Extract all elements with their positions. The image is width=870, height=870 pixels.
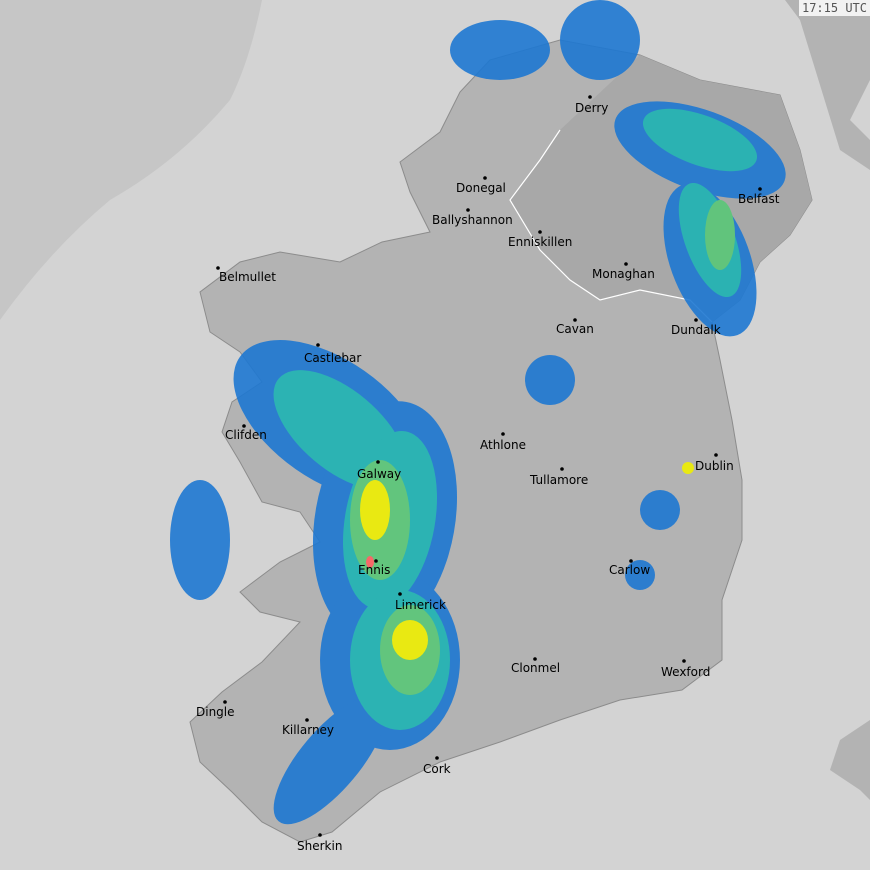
city-label: Sherkin (297, 839, 342, 853)
city-dot (538, 230, 542, 234)
city-dot (466, 208, 470, 212)
city-label: Clifden (225, 428, 267, 442)
city-dot (376, 460, 380, 464)
city-label: Cavan (556, 322, 594, 336)
city-dot (560, 467, 564, 471)
city-label: Athlone (480, 438, 526, 452)
city-label: Tullamore (529, 473, 588, 487)
city-dot (316, 343, 320, 347)
city-label: Killarney (282, 723, 334, 737)
city-dot (682, 659, 686, 663)
rain-echoes (170, 0, 786, 825)
city-labels: Derry Donegal Ballyshannon Enniskillen Monag… (196, 95, 780, 853)
city-label: Galway (357, 467, 401, 481)
scotland-landmass (785, 0, 870, 170)
city-label: Dingle (196, 705, 235, 719)
city-dot (533, 657, 537, 661)
city-dot (501, 432, 505, 436)
city-dot (435, 756, 439, 760)
city-dot (223, 700, 227, 704)
city-dot (624, 262, 628, 266)
city-label: Belfast (738, 192, 780, 206)
city-dot (694, 318, 698, 322)
city-dot (573, 318, 577, 322)
city-dot (305, 718, 309, 722)
city-label: Carlow (609, 563, 650, 577)
city-dot (629, 559, 633, 563)
city-dot (318, 833, 322, 837)
city-dot (588, 95, 592, 99)
city-label: Ballyshannon (432, 213, 513, 227)
city-label: Ennis (358, 563, 390, 577)
city-label: Derry (575, 101, 608, 115)
city-label: Belmullet (219, 270, 276, 284)
border-line (509, 129, 713, 323)
city-dot (483, 176, 487, 180)
city-dot (216, 266, 220, 270)
city-label: Limerick (395, 598, 446, 612)
city-dot (758, 187, 762, 191)
city-dot (398, 592, 402, 596)
city-label: Enniskillen (508, 235, 572, 249)
city-dot (714, 453, 718, 457)
wales-landmass (830, 720, 870, 800)
out-of-range-area (0, 0, 262, 320)
city-label: Dublin (695, 459, 734, 473)
city-dot (242, 424, 246, 428)
timestamp: 17:15 UTC (798, 0, 870, 16)
city-label: Clonmel (511, 661, 560, 675)
city-label: Wexford (661, 665, 710, 679)
city-label: Dundalk (671, 323, 721, 337)
city-dot (374, 559, 378, 563)
city-label: Cork (423, 762, 451, 776)
city-label: Donegal (456, 181, 506, 195)
city-label: Monaghan (592, 267, 655, 281)
city-label: Castlebar (304, 351, 361, 365)
